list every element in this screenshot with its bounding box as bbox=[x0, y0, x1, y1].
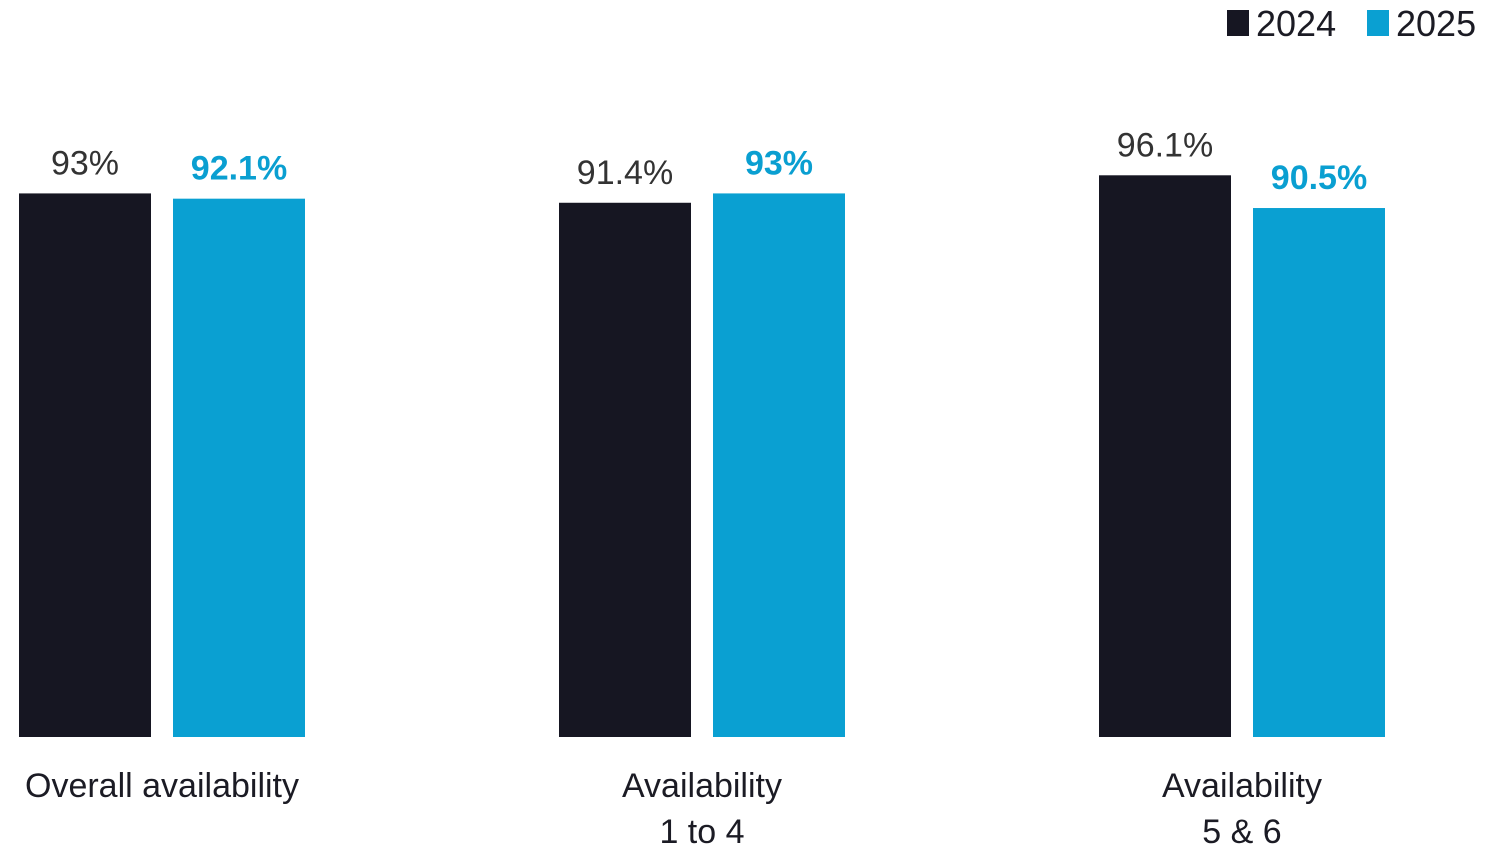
bars bbox=[19, 175, 1385, 738]
legend-label-2024: 2024 bbox=[1256, 3, 1336, 44]
bar-2025-0 bbox=[173, 198, 305, 737]
category-label-1-line-1: 1 to 4 bbox=[659, 813, 744, 847]
value-label-2024-0: 93% bbox=[51, 144, 119, 182]
category-labels: Overall availability Availability 1 to 4 Av… bbox=[25, 767, 1322, 847]
legend-swatch-2024 bbox=[1227, 10, 1249, 36]
bar-2024-0 bbox=[19, 193, 151, 738]
value-label-2024-2: 96.1% bbox=[1117, 126, 1213, 164]
legend-swatch-2025 bbox=[1367, 10, 1389, 36]
value-label-2025-0: 92.1% bbox=[191, 150, 287, 188]
bar-2024-1 bbox=[559, 202, 691, 738]
category-label-0-line-0: Overall availability bbox=[25, 767, 299, 805]
bar-2024-2 bbox=[1099, 175, 1231, 737]
category-label-1-line-0: Availability bbox=[622, 767, 782, 805]
bar-2025-1 bbox=[713, 193, 845, 738]
value-label-2025-1: 93% bbox=[745, 144, 813, 182]
category-label-2-line-1: 5 & 6 bbox=[1202, 813, 1281, 847]
legend-label-2025: 2025 bbox=[1396, 3, 1476, 44]
bar-2025-2 bbox=[1253, 208, 1385, 738]
value-label-2024-1: 91.4% bbox=[577, 154, 673, 192]
legend: 2024 2025 bbox=[1227, 3, 1476, 44]
value-labels: 93% 92.1% 91.4% 93% 96.1% 90.5% bbox=[51, 126, 1367, 197]
category-label-2-line-0: Availability bbox=[1162, 767, 1322, 805]
value-label-2025-2: 90.5% bbox=[1271, 159, 1367, 197]
